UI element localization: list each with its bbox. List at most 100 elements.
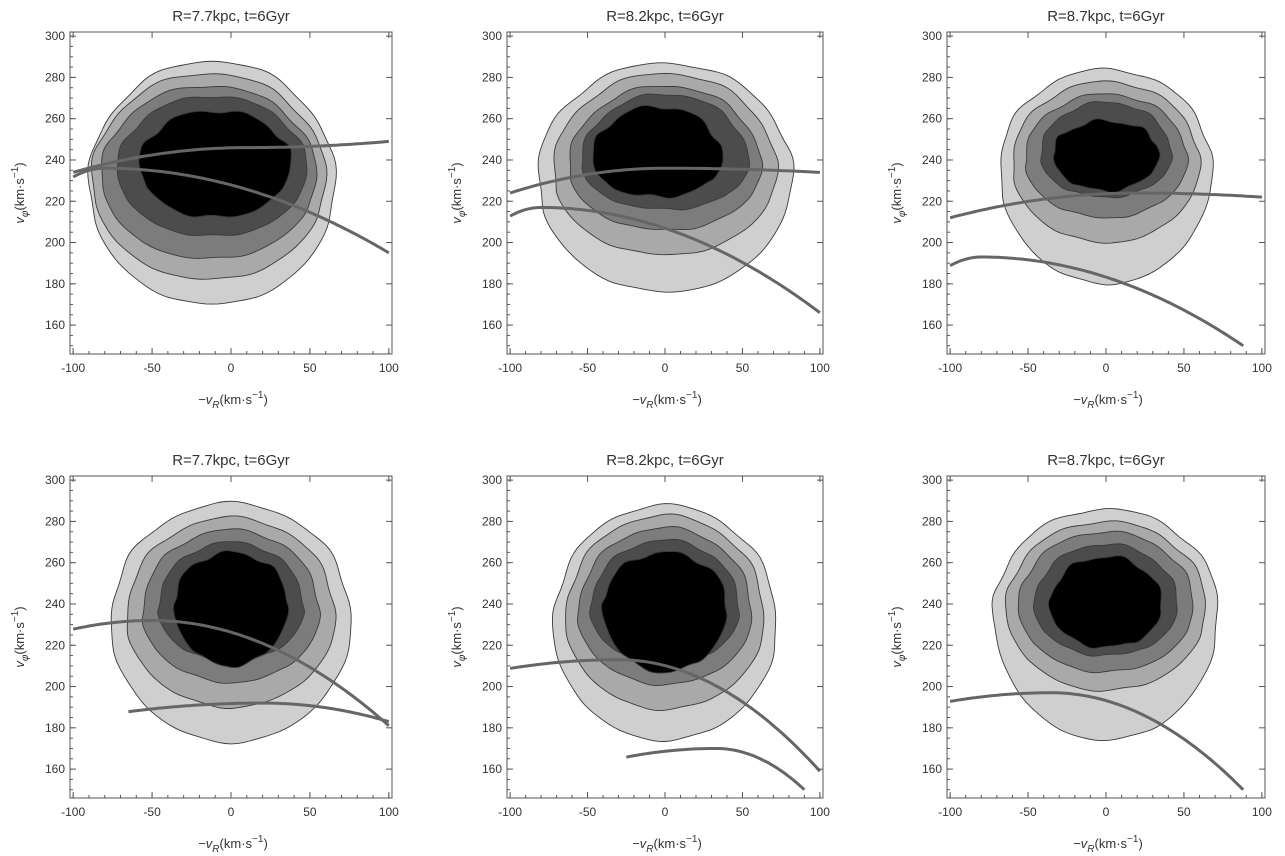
resonance-arcs [72,139,390,255]
x-label-close: ) [1138,836,1142,851]
y-label-unit: (km·s [449,178,464,211]
x-label-var: −v [1073,392,1089,407]
x-tick-label: 100 [379,805,399,819]
x-tick-label: 100 [810,805,830,819]
x-label-exp: −1 [686,390,698,401]
y-label-unit: (km·s [12,622,27,655]
y-tick-label: 240 [922,597,942,611]
resonance-arc-2 [949,255,1245,347]
x-tick-label: -50 [143,805,161,819]
y-label-exp: −1 [447,166,458,178]
x-tick-label: -50 [579,361,597,375]
x-tick-label: -100 [938,361,962,375]
y-tick-label: 200 [45,236,65,250]
y-tick-label: 160 [482,318,502,332]
y-tick-label: 220 [482,638,502,652]
panel-title: R=7.7kpc, t=6Gyr [172,452,290,469]
y-tick-label: 300 [45,473,65,487]
x-label-exp: −1 [252,834,264,845]
contour-levels [537,62,795,293]
y-tick-label: 180 [482,277,502,291]
x-axis-label: −vR(km·s−1) [632,834,702,855]
x-axis-label: −vR(km·s−1) [198,390,268,411]
x-label-exp: −1 [686,834,698,845]
y-label-exp: −1 [887,166,898,178]
y-axis-label: vφ(km·s−1) [10,606,31,667]
y-tick-label: 280 [45,70,65,84]
resonance-arcs [509,166,821,314]
x-tick-label: -50 [143,361,161,375]
y-tick-label: 260 [45,112,65,126]
y-label-sub: φ [457,654,468,661]
y-tick-label: 160 [45,318,65,332]
chart-panel-5: R=8.2kpc, t=6Gyr -100 -50 0 50 100 160 180 200 22… [447,452,830,855]
x-tick-label: -50 [1019,361,1037,375]
y-tick-label: 220 [922,194,942,208]
y-tick-label: 160 [922,318,942,332]
x-label-sub: R [1087,400,1094,411]
contour-levels [110,500,352,745]
x-tick-label: 50 [1177,805,1191,819]
y-tick-label: 300 [45,29,65,43]
x-label-unit: (km·s [654,392,687,407]
y-tick-label: 260 [45,556,65,570]
y-axis-label: vφ(km·s−1) [447,606,468,667]
x-tick-label: 50 [303,361,317,375]
x-label-sub: R [1087,844,1094,855]
x-label-unit: (km·s [1095,392,1128,407]
x-label-close: ) [263,392,267,407]
y-tick-label: 220 [482,194,502,208]
contour-level-5 [592,104,724,199]
x-tick-label: 50 [736,805,750,819]
resonance-arc-1 [509,658,822,773]
resonance-arcs [949,691,1245,791]
y-tick-label: 180 [45,721,65,735]
y-label-close: ) [449,606,464,610]
y-tick-label: 280 [482,514,502,528]
y-tick-label: 260 [482,112,502,126]
y-tick-label: 180 [45,277,65,291]
x-label-sub: R [212,844,219,855]
y-label-exp: −1 [10,166,21,178]
x-label-var: −v [1073,836,1089,851]
x-label-var: −v [632,392,648,407]
y-label-close: ) [889,606,904,610]
y-axis-label: vφ(km·s−1) [447,162,468,223]
x-label-sub: R [212,400,219,411]
y-tick-label: 260 [482,556,502,570]
y-tick-label: 280 [922,70,942,84]
resonance-arcs [509,658,822,791]
x-tick-label: -100 [498,361,522,375]
y-tick-label: 300 [482,473,502,487]
resonance-arc-2 [72,166,390,255]
contour-level-5 [1047,555,1162,649]
y-label-sub: φ [457,210,468,217]
y-tick-label: 240 [922,153,942,167]
panel-title: R=8.7kpc, t=6Gyr [1047,8,1165,25]
x-tick-label: 0 [662,805,669,819]
y-tick-label: 240 [482,597,502,611]
resonance-arc-2 [509,205,821,314]
x-tick-label: -100 [61,805,85,819]
y-label-close: ) [889,162,904,166]
x-label-unit: (km·s [1095,836,1128,851]
x-tick-label: 100 [379,361,399,375]
resonance-arc-1 [509,166,820,195]
x-tick-label: 0 [228,805,235,819]
y-label-unit: (km·s [449,622,464,655]
x-tick-label: 50 [736,361,750,375]
y-tick-label: 180 [482,721,502,735]
x-tick-label: 0 [228,361,235,375]
y-tick-label: 300 [922,473,942,487]
resonance-arcs [949,191,1262,347]
y-tick-label: 240 [482,153,502,167]
x-axis-label: −vR(km·s−1) [1073,390,1143,411]
y-tick-label: 280 [922,514,942,528]
x-tick-label: 100 [810,361,830,375]
x-tick-label: -50 [1019,805,1037,819]
x-label-sub: R [646,400,653,411]
y-label-var: v [449,216,464,224]
y-label-var: v [889,216,904,224]
resonance-arcs [72,619,390,727]
